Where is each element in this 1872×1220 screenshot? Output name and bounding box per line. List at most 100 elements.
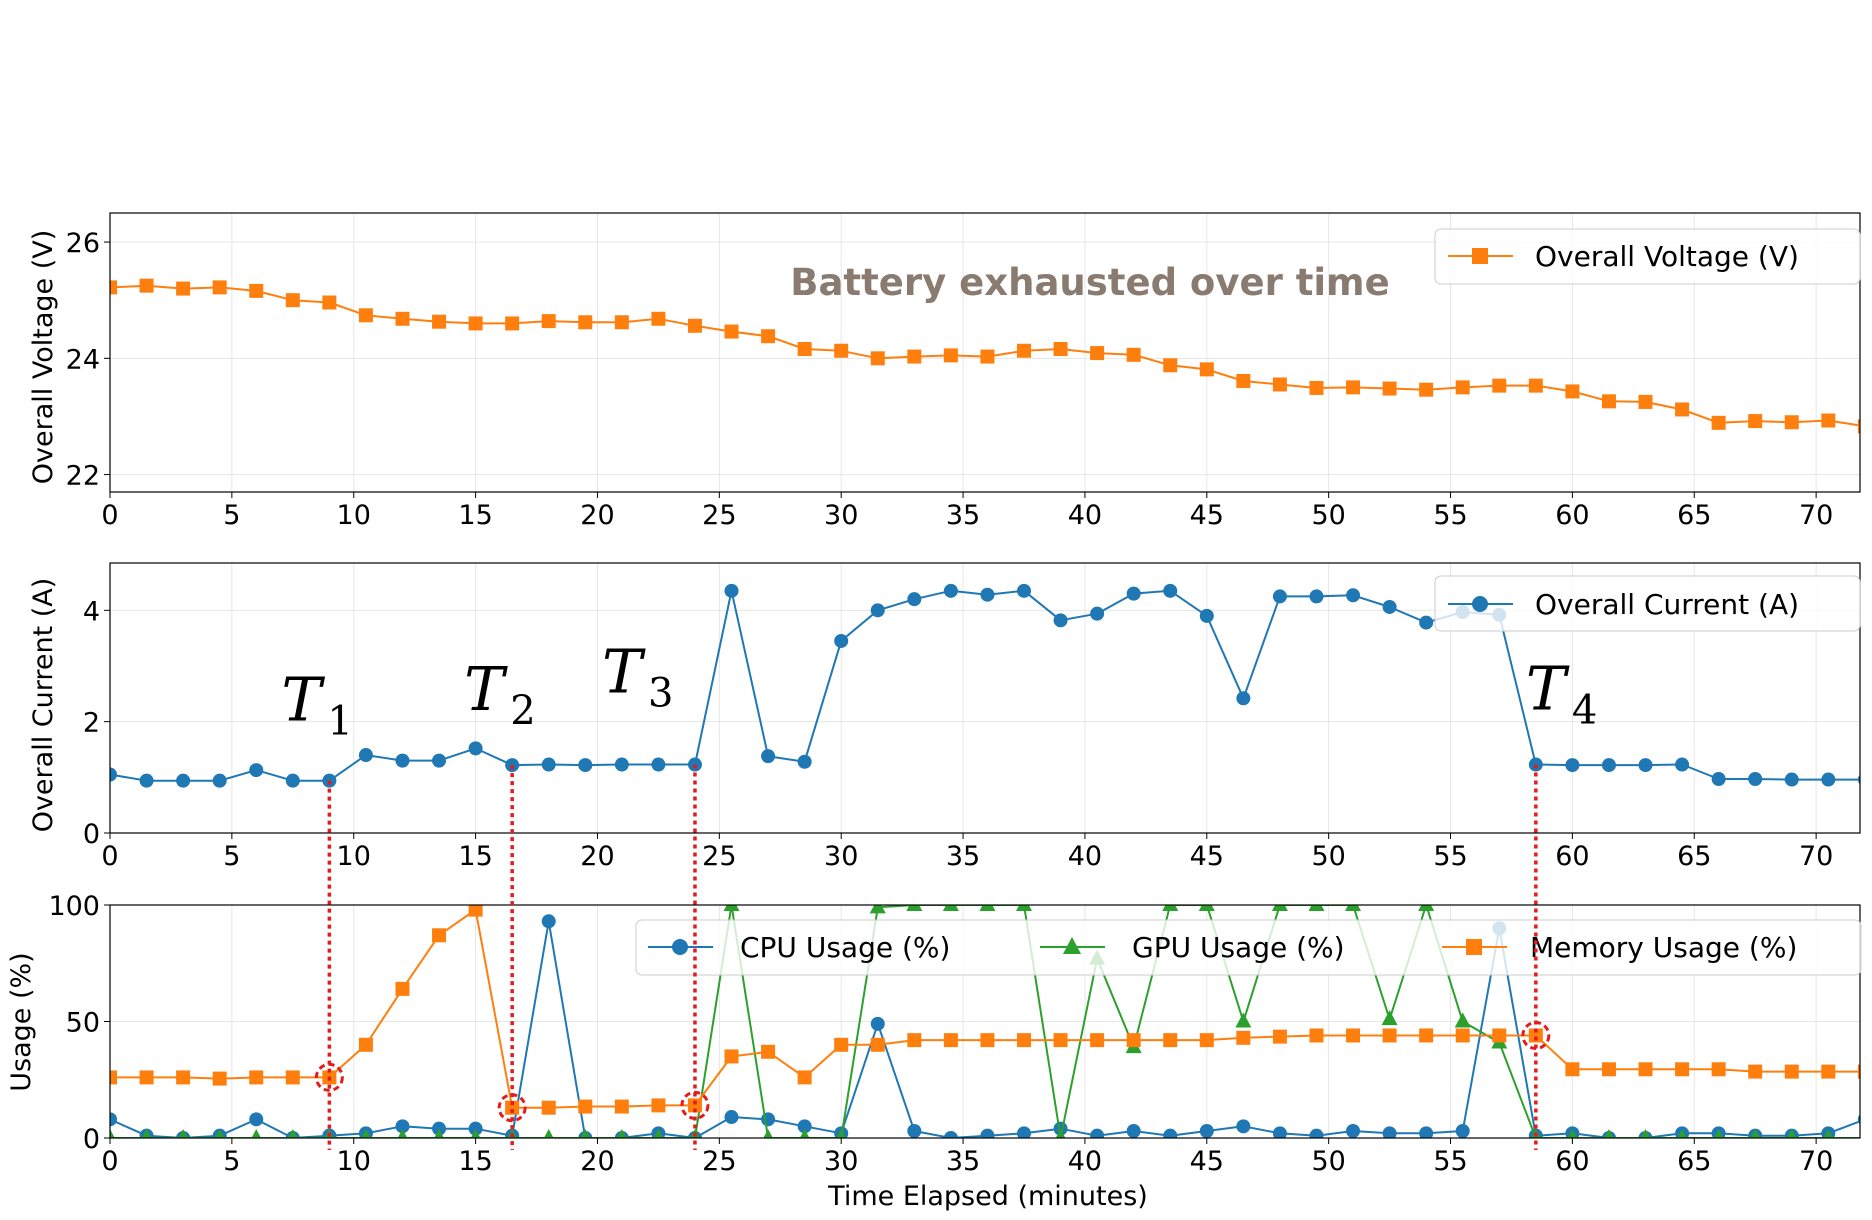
current-legend-label: Overall Current (A) [1535, 588, 1799, 621]
gpu-point-24 [979, 905, 996, 911]
voltage-point-13 [578, 315, 593, 330]
x-tick-label-1-14: 70 [1799, 841, 1833, 872]
memory-point-38 [1492, 1028, 1507, 1043]
gpu-point-20 [836, 1129, 846, 1138]
memory-point-26 [1053, 1033, 1068, 1048]
current-point-0 [110, 767, 117, 782]
voltage-point-35 [1382, 381, 1397, 396]
voltage-legend: Overall Voltage (V) [1434, 228, 1861, 285]
x-tick-label-2-4: 20 [580, 1146, 614, 1177]
gpu-point-46 [1786, 1129, 1797, 1138]
current-panel: 0 5 10 15 20 25 30 35 40 45 50 55 60 65 70 0 2 4 Overall … [28, 562, 1861, 872]
memory-point-42 [1638, 1062, 1653, 1077]
x-tick-label-2-1: 5 [223, 1146, 240, 1177]
memory-point-41 [1601, 1062, 1616, 1077]
current-point-46 [1784, 772, 1799, 787]
memory-point-27 [1090, 1033, 1105, 1048]
voltage-point-48 [1857, 419, 1860, 434]
cpu-point-22 [907, 1124, 922, 1138]
voltage-point-16 [687, 318, 702, 333]
x-tick-label-1-10: 50 [1311, 841, 1345, 872]
voltage-point-4 [249, 283, 264, 298]
gpu-point-43 [1677, 1129, 1687, 1138]
x-tick-label-0-6: 30 [824, 500, 858, 531]
gpu-point-26 [1055, 1129, 1066, 1138]
x-tick-label-1-12: 60 [1555, 841, 1589, 872]
current-point-24 [980, 587, 995, 602]
memory-point-43 [1675, 1062, 1690, 1077]
cpu-point-29 [1163, 1128, 1178, 1138]
current-y-axis-label: Overall Current (A) [28, 578, 59, 833]
memory-point-34 [1346, 1028, 1361, 1043]
memory-point-39 [1528, 1028, 1543, 1043]
x-tick-label-2-14: 70 [1799, 1146, 1833, 1177]
gpu-point-42 [1640, 1129, 1651, 1138]
current-point-10 [468, 741, 483, 756]
x-tick-label-1-1: 5 [223, 841, 240, 872]
gpu-legend-marker [1063, 937, 1081, 954]
cpu-point-4 [249, 1112, 264, 1127]
y-tick-label-0-1: 24 [66, 344, 100, 375]
current-point-25 [1016, 583, 1031, 598]
x-tick-label-0-2: 10 [337, 500, 371, 531]
memory-point-4 [249, 1070, 264, 1085]
current-point-1 [139, 773, 154, 788]
gpu-point-23 [942, 905, 959, 911]
current-point-2 [176, 773, 191, 788]
gpu-point-8 [397, 1129, 408, 1138]
current-point-28 [1126, 586, 1141, 601]
memory-point-23 [943, 1033, 958, 1048]
current-legend-marker [1472, 596, 1488, 612]
gpu-point-40 [1567, 1129, 1578, 1138]
cpu-point-24 [980, 1128, 995, 1138]
voltage-point-23 [943, 348, 958, 363]
memory-point-14 [614, 1099, 629, 1114]
gpu-point-5 [287, 1129, 298, 1138]
voltage-point-43 [1675, 402, 1690, 417]
current-point-3 [212, 773, 227, 788]
voltage-point-31 [1236, 373, 1251, 388]
current-point-22 [907, 592, 922, 607]
voltage-point-42 [1638, 394, 1653, 409]
x-tick-label-0-3: 15 [458, 500, 492, 531]
current-point-4 [249, 763, 264, 778]
x-tick-label-2-6: 30 [824, 1146, 858, 1177]
current-point-44 [1711, 772, 1726, 786]
x-tick-label-2-12: 60 [1555, 1146, 1589, 1177]
cpu-point-21 [870, 1016, 885, 1031]
cpu-point-35 [1382, 1126, 1397, 1138]
current-point-17 [724, 583, 739, 598]
memory-point-17 [724, 1049, 739, 1064]
current-point-47 [1821, 772, 1836, 787]
x-tick-label-2-8: 40 [1068, 1146, 1102, 1177]
voltage-point-32 [1272, 377, 1287, 392]
y-tick-label-1-1: 2 [83, 708, 100, 739]
x-tick-label-0-4: 20 [580, 500, 614, 531]
y-tick-label-0-2: 26 [66, 228, 100, 259]
cpu-legend-label: CPU Usage (%) [740, 931, 950, 964]
current-point-35 [1382, 599, 1397, 614]
memory-point-32 [1272, 1029, 1287, 1044]
current-point-15 [651, 757, 666, 772]
gpu-point-29 [1162, 905, 1179, 911]
voltage-point-19 [797, 342, 812, 357]
current-plot-frame [109, 562, 1861, 834]
current-point-27 [1090, 606, 1105, 621]
x-tick-label-1-8: 40 [1068, 841, 1102, 872]
current-series [110, 583, 1860, 788]
cpu-point-12 [541, 914, 556, 929]
memory-point-7 [358, 1037, 373, 1052]
voltage-point-44 [1711, 415, 1726, 430]
gpu-point-10 [470, 1129, 481, 1138]
memory-point-37 [1455, 1028, 1470, 1043]
usage-panel: 0 5 10 15 20 25 30 35 40 45 50 55 60 65 70 0 50 100 Usage… [6, 891, 1862, 1212]
current-legend: Overall Current (A) [1434, 575, 1861, 632]
gpu-point-7 [361, 1129, 371, 1138]
voltage-point-36 [1419, 382, 1434, 397]
y-tick-label-1-0: 0 [83, 819, 100, 850]
current-point-19 [797, 754, 812, 769]
x-tick-label-1-5: 25 [702, 841, 736, 872]
cpu-point-36 [1419, 1126, 1434, 1138]
current-point-26 [1053, 613, 1068, 628]
